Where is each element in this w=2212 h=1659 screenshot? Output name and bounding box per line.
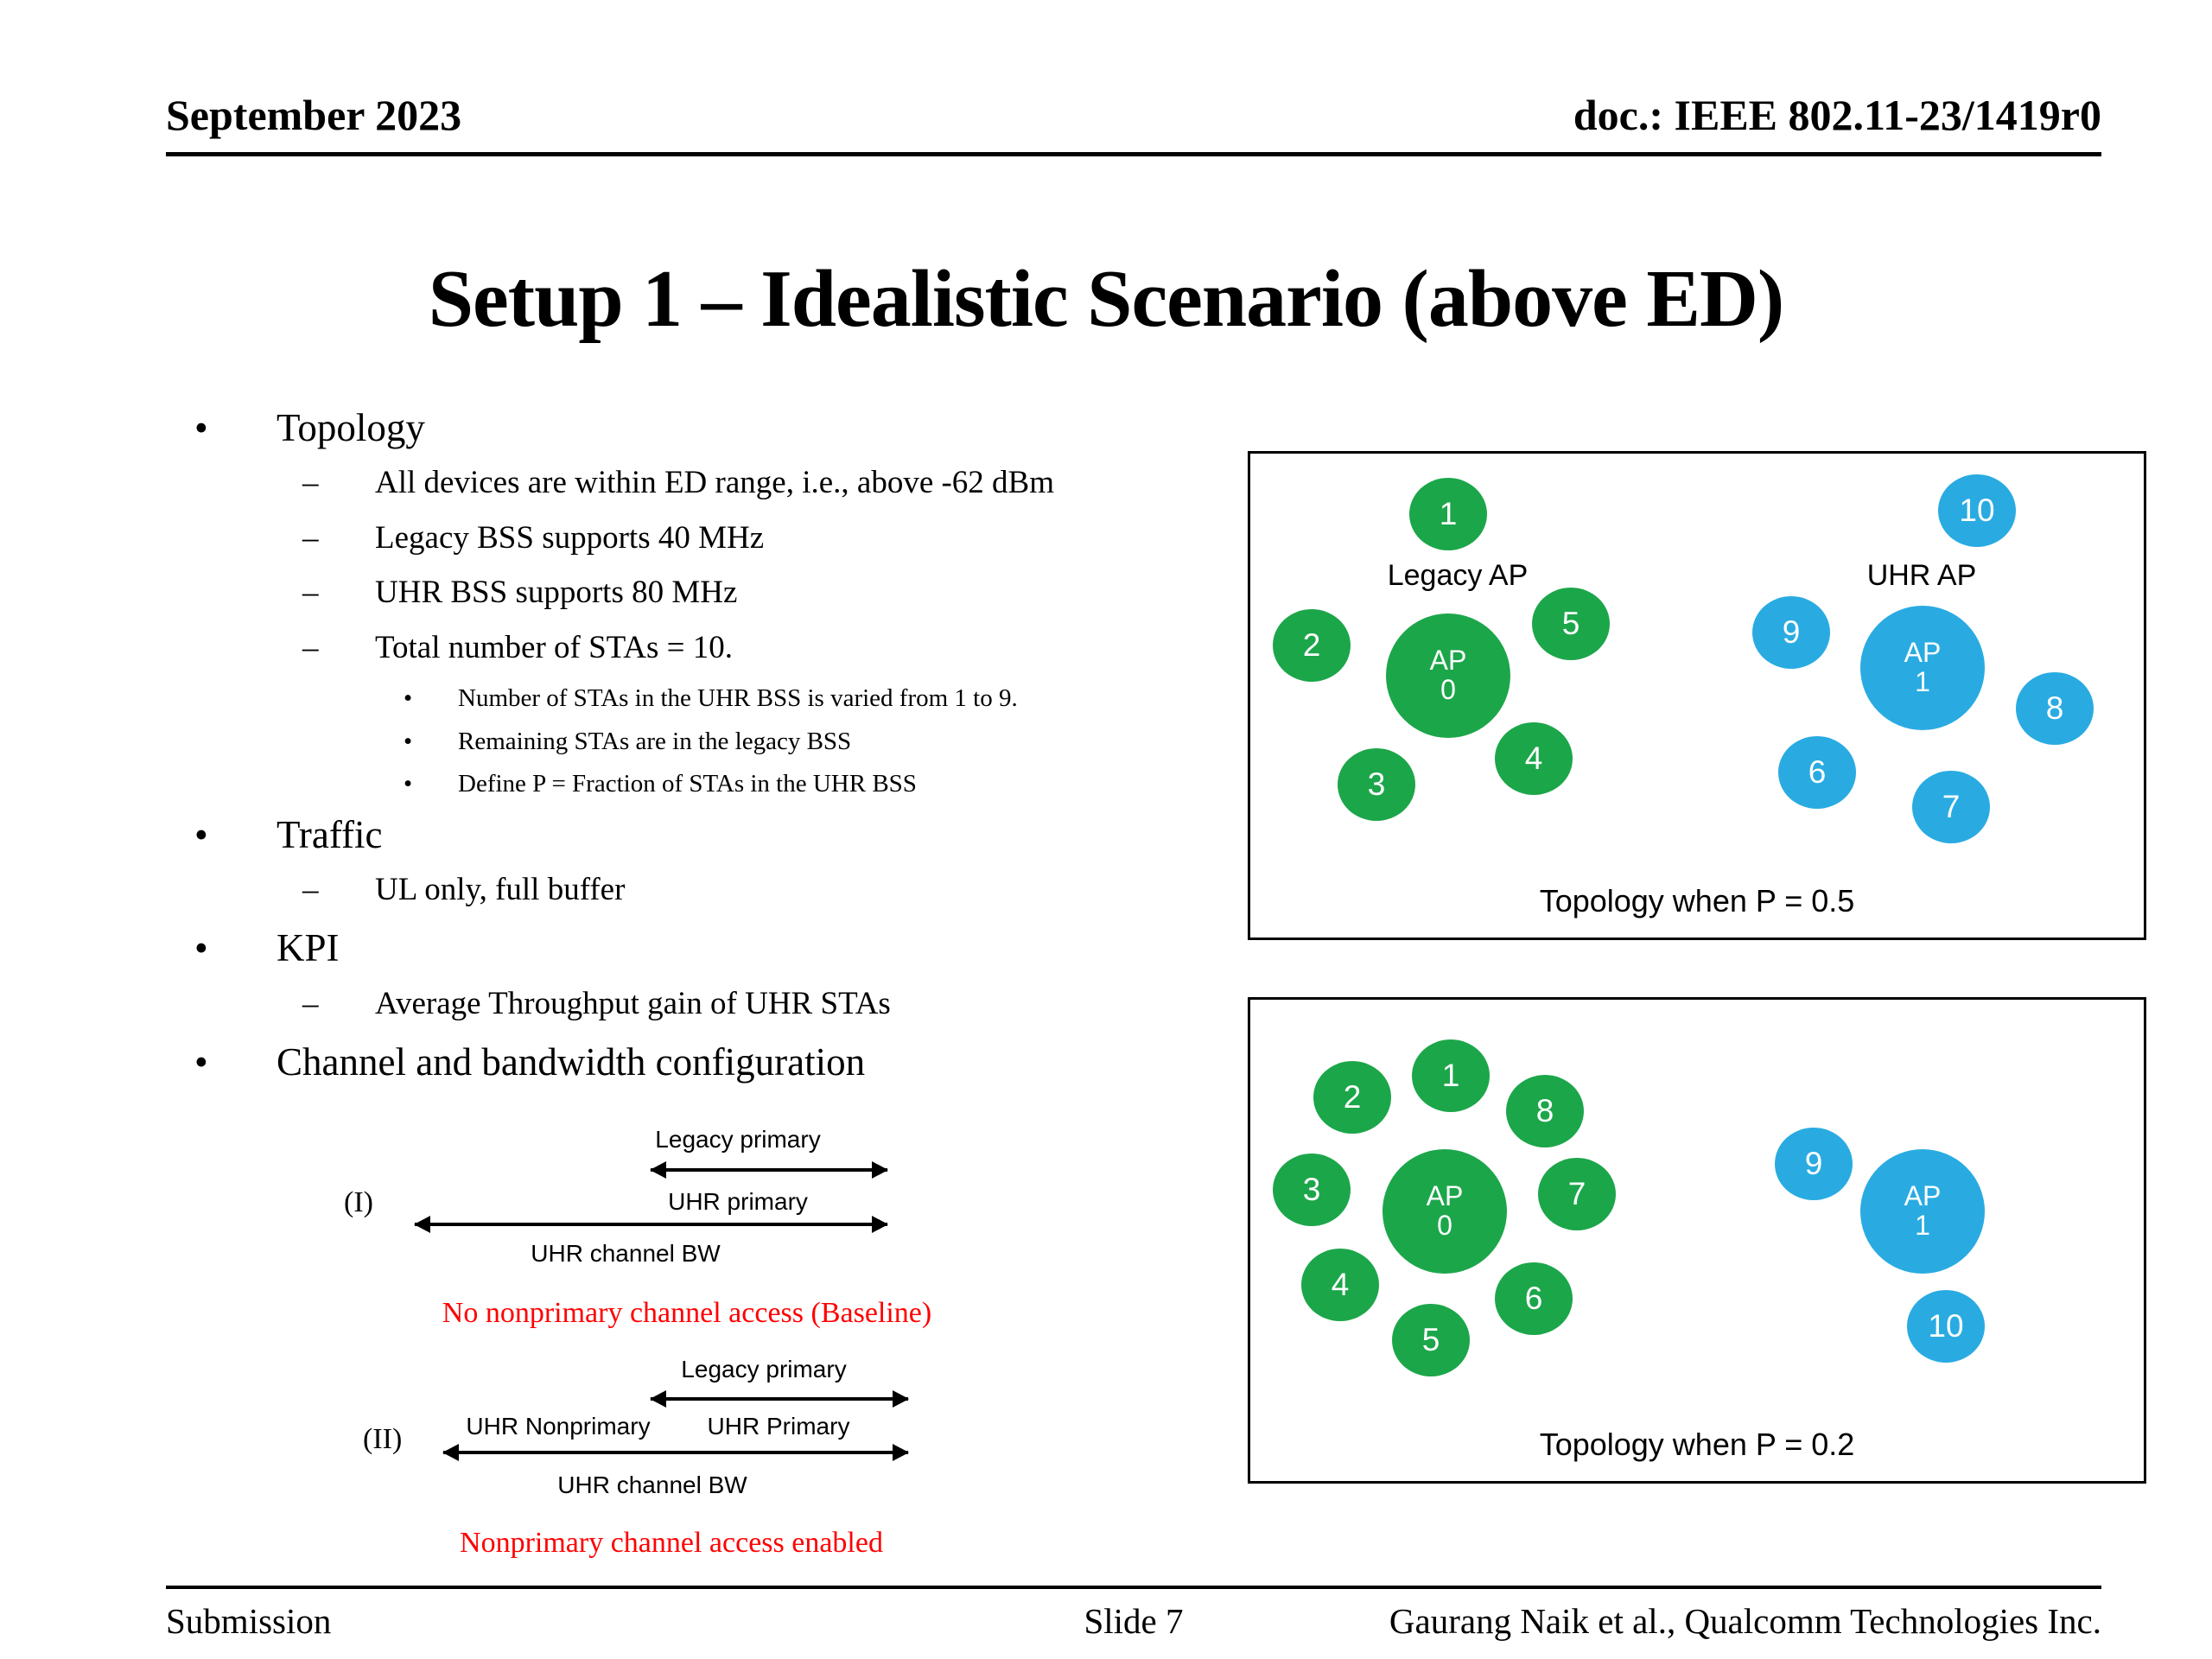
sta-node: 1 (1409, 478, 1487, 550)
sta-node: 5 (1392, 1304, 1470, 1376)
d1-tag: (I) (344, 1186, 373, 1218)
footer-divider (166, 1586, 2101, 1589)
slide-title: Setup 1 – Idealistic Scenario (above ED) (428, 254, 1784, 344)
bullet-marker: • (404, 684, 413, 713)
sta-node: 1 (1412, 1039, 1490, 1112)
sta-node: 3 (1338, 748, 1415, 821)
bullet-text: Average Throughput gain of UHR STAs (375, 985, 891, 1021)
d1-uhr-primary-label: UHR primary (668, 1188, 808, 1215)
bullet-item-throughput-gain: – Average Throughput gain of UHR STAs (168, 986, 1257, 1021)
ap-node: AP 1 (1860, 606, 1985, 730)
d1-legacy-primary-label: Legacy primary (655, 1126, 821, 1153)
bullet-marker: • (194, 1040, 208, 1084)
sta-node: 10 (1938, 474, 2016, 547)
sta-node: 5 (1532, 588, 1610, 660)
topology-box-p02: Topology when P = 0.2 1 2 8 3 AP 0 7 4 6 5 9 AP 1 1… (1248, 997, 2146, 1484)
bullet-text: KPI (276, 926, 340, 970)
bullet-item-sta-variation: • Number of STAs in the UHR BSS is varie… (168, 684, 1257, 712)
bullet-text: Define P = Fraction of STAs in the UHR B… (458, 770, 917, 798)
header-date: September 2023 (166, 91, 462, 139)
ap-node: AP 0 (1386, 613, 1510, 738)
footer-authors: Gaurang Naik et al., Qualcomm Technologi… (1389, 1601, 2101, 1641)
ap-node: AP 0 (1382, 1149, 1507, 1274)
sta-node: 7 (1912, 771, 1990, 843)
dash-marker: – (302, 871, 319, 907)
dash-marker: – (302, 575, 319, 611)
channel-config-diagrams: Legacy primary (I) UHR primary UHR chann… (337, 1119, 1020, 1586)
bullet-text: Number of STAs in the UHR BSS is varied … (458, 684, 1018, 713)
topology-caption-p05: Topology when P = 0.5 (1539, 883, 1855, 918)
sta-node: 6 (1778, 736, 1856, 809)
bullet-item-topology: • Topology (168, 406, 1257, 449)
bullet-item-define-p: • Define P = Fraction of STAs in the UHR… (168, 770, 1257, 798)
sta-node: 9 (1775, 1128, 1853, 1200)
bullet-text: Legacy BSS supports 40 MHz (375, 519, 765, 556)
bullet-item-remaining-stas: • Remaining STAs are in the legacy BSS (168, 728, 1257, 755)
d1-uhr-bw-label: UHR channel BW (531, 1240, 721, 1267)
d2-tag: (II) (363, 1423, 403, 1455)
bullet-text: Total number of STAs = 10. (375, 629, 734, 665)
d2-uhr-channel-arrow (443, 1451, 908, 1454)
legacy-ap-label: Legacy AP (1387, 559, 1529, 592)
slide-header: September 2023 doc.: IEEE 802.11-23/1419… (166, 90, 2101, 140)
bullet-item-total-stas: – Total number of STAs = 10. (168, 630, 1257, 665)
bullet-item-ul-only: – UL only, full buffer (168, 872, 1257, 907)
d2-uhr-bw-label: UHR channel BW (557, 1471, 747, 1498)
outline: • Topology – All devices are within ED r… (168, 406, 1257, 1100)
bullet-item-kpi: • KPI (168, 926, 1257, 969)
bullet-text: Traffic (276, 812, 383, 856)
ap-node: AP 1 (1860, 1149, 1985, 1274)
d2-uhr-primary-label: UHR Primary (707, 1413, 850, 1440)
sta-node: 4 (1495, 722, 1573, 795)
dash-marker: – (302, 465, 319, 501)
bullet-marker: • (404, 770, 413, 798)
bullet-marker: • (194, 926, 208, 970)
d1-legacy-primary-arrow (651, 1168, 887, 1172)
sta-node: 3 (1273, 1154, 1351, 1226)
bullet-item-legacy-bss: – Legacy BSS supports 40 MHz (168, 520, 1257, 556)
sta-node: 4 (1301, 1249, 1379, 1321)
d1-caption: No nonprimary channel access (Baseline) (442, 1297, 932, 1329)
bullet-text: All devices are within ED range, i.e., a… (375, 465, 1055, 501)
d2-legacy-primary-label: Legacy primary (681, 1356, 847, 1382)
uhr-ap-label: UHR AP (1866, 559, 1977, 592)
d2-caption: Nonprimary channel access enabled (460, 1527, 883, 1559)
topology-box-p05: Legacy AP UHR AP Topology when P = 0.5 1… (1248, 451, 2146, 940)
sta-node: 2 (1273, 609, 1351, 682)
dash-marker: – (302, 629, 319, 665)
bullet-item-ed-range: – All devices are within ED range, i.e.,… (168, 465, 1257, 500)
sta-node: 10 (1907, 1290, 1985, 1363)
header-divider (166, 152, 2101, 156)
sta-node: 8 (1506, 1075, 1584, 1147)
footer-submission: Submission (166, 1601, 332, 1641)
sta-node: 6 (1495, 1262, 1573, 1335)
sta-node: 8 (2016, 672, 2094, 745)
dash-marker: – (302, 985, 319, 1021)
bullet-text: Topology (276, 406, 425, 449)
sta-node: 9 (1752, 596, 1830, 669)
d2-legacy-primary-arrow (651, 1397, 908, 1401)
sta-node: 7 (1538, 1158, 1616, 1230)
bullet-marker: • (404, 727, 413, 755)
bullet-marker: • (194, 406, 208, 449)
header-doc-number: doc.: IEEE 802.11-23/1419r0 (1573, 91, 2101, 139)
dash-marker: – (302, 519, 319, 556)
bullet-item-uhr-bss: – UHR BSS supports 80 MHz (168, 575, 1257, 610)
footer-slide-number: Slide 7 (1084, 1601, 1184, 1641)
bullet-item-traffic: • Traffic (168, 813, 1257, 856)
bullet-item-channel-config: • Channel and bandwidth configuration (168, 1040, 1257, 1084)
sta-node: 2 (1313, 1061, 1391, 1134)
bullet-text: UHR BSS supports 80 MHz (375, 575, 738, 611)
d2-uhr-nonprimary-label: UHR Nonprimary (466, 1413, 651, 1440)
d1-uhr-channel-arrow (415, 1223, 887, 1226)
bullet-text: UL only, full buffer (375, 871, 626, 907)
topology-caption-p02: Topology when P = 0.2 (1539, 1427, 1855, 1462)
bullet-marker: • (194, 812, 208, 856)
bullet-text: Channel and bandwidth configuration (276, 1040, 866, 1084)
bullet-text: Remaining STAs are in the legacy BSS (458, 727, 852, 755)
